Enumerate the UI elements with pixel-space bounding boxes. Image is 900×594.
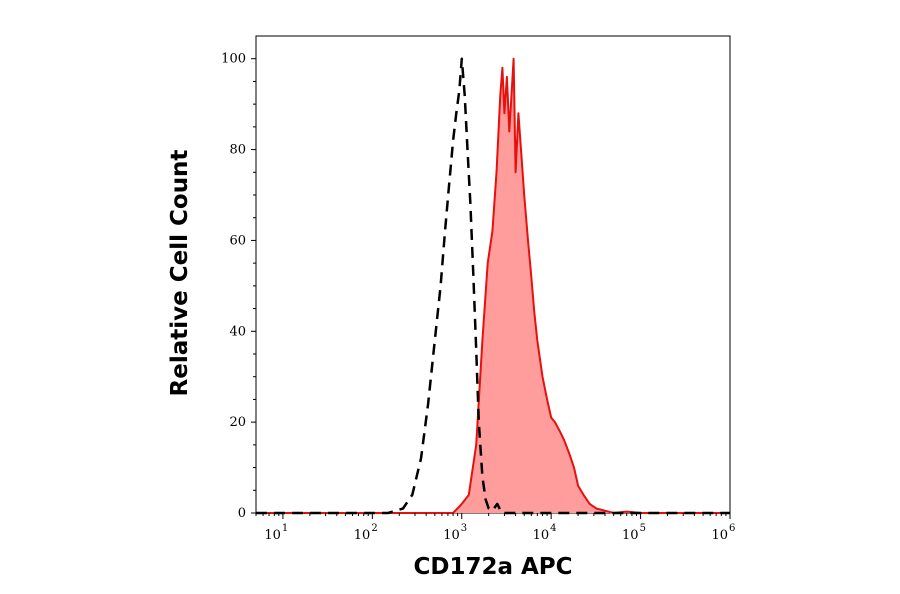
x-tick-exponent-1: 1: [282, 523, 288, 534]
x-tick-exponent-2: 2: [371, 523, 377, 534]
series-1-fill: [256, 58, 730, 513]
y-tick-label-60: 60: [229, 233, 246, 248]
x-tick-exponent-6: 6: [729, 523, 735, 534]
x-tick-label-10-4: 10: [533, 528, 550, 543]
x-tick-label-10-6: 10: [711, 528, 728, 543]
x-tick-label-10-2: 10: [354, 528, 371, 543]
y-axis-title: Relative Cell Count: [167, 150, 193, 397]
y-tick-label-20: 20: [229, 415, 246, 430]
series-layer: [256, 57, 730, 515]
x-tick-exponent-4: 4: [550, 523, 556, 534]
y-tick-label-100: 100: [221, 52, 246, 67]
x-axis-title: CD172a APC: [413, 554, 572, 580]
series-0-line: [256, 57, 730, 515]
x-tick-label-10-5: 10: [622, 528, 639, 543]
y-tick-label-40: 40: [229, 324, 246, 339]
series-1-outline: [256, 57, 730, 514]
x-tick-exponent-3: 3: [461, 523, 467, 534]
y-tick-label-0: 0: [238, 506, 246, 521]
x-tick-label-10-3: 10: [443, 528, 460, 543]
x-tick-label-10-1: 10: [264, 528, 281, 543]
y-tick-label-80: 80: [229, 143, 246, 158]
x-tick-exponent-5: 5: [640, 523, 646, 534]
